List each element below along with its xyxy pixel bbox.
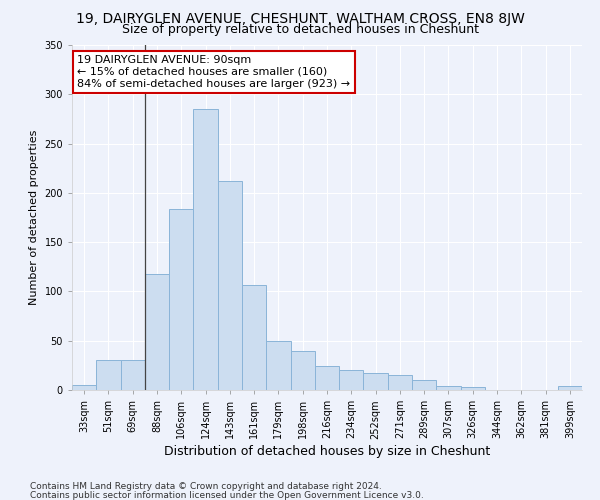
Bar [72, 385, 96, 390]
Bar [364, 373, 388, 390]
Bar [339, 370, 364, 390]
Y-axis label: Number of detached properties: Number of detached properties [29, 130, 39, 305]
Text: 19, DAIRYGLEN AVENUE, CHESHUNT, WALTHAM CROSS, EN8 8JW: 19, DAIRYGLEN AVENUE, CHESHUNT, WALTHAM … [76, 12, 524, 26]
X-axis label: Distribution of detached houses by size in Cheshunt: Distribution of detached houses by size … [164, 446, 490, 458]
Bar [218, 181, 242, 390]
Bar [169, 208, 193, 390]
Bar [290, 350, 315, 390]
Bar [461, 387, 485, 390]
Bar [412, 380, 436, 390]
Bar [315, 366, 339, 390]
Text: Contains HM Land Registry data © Crown copyright and database right 2024.: Contains HM Land Registry data © Crown c… [30, 482, 382, 491]
Text: Contains public sector information licensed under the Open Government Licence v3: Contains public sector information licen… [30, 490, 424, 500]
Text: 19 DAIRYGLEN AVENUE: 90sqm
← 15% of detached houses are smaller (160)
84% of sem: 19 DAIRYGLEN AVENUE: 90sqm ← 15% of deta… [77, 56, 350, 88]
Bar [388, 375, 412, 390]
Bar [145, 274, 169, 390]
Bar [121, 360, 145, 390]
Bar [558, 386, 582, 390]
Text: Size of property relative to detached houses in Cheshunt: Size of property relative to detached ho… [121, 22, 479, 36]
Bar [266, 340, 290, 390]
Bar [242, 284, 266, 390]
Bar [193, 109, 218, 390]
Bar [436, 386, 461, 390]
Bar [96, 360, 121, 390]
